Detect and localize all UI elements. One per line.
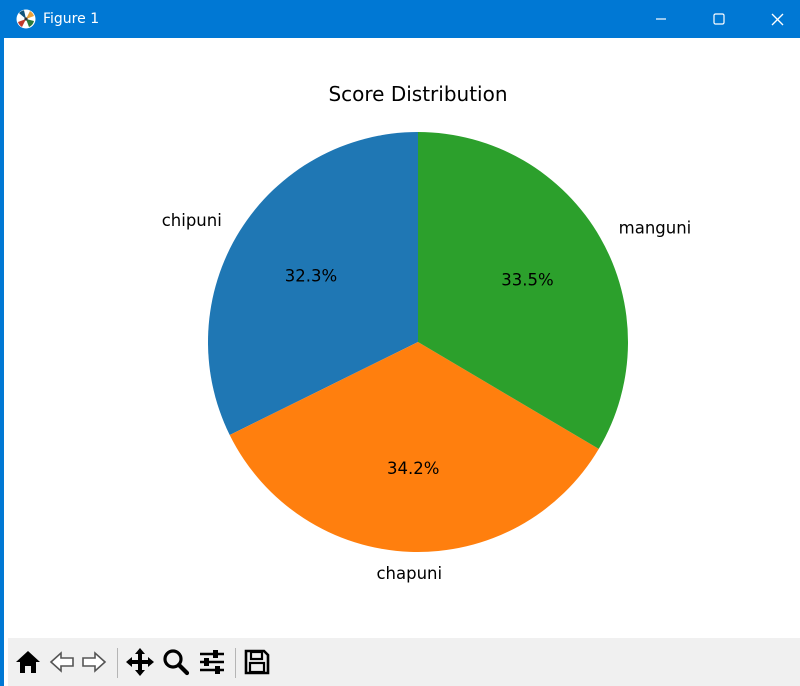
pie-chart: Score Distribution chipuni 32.3% chapuni 34… (162, 82, 692, 583)
slice-label-manguni: manguni (619, 219, 692, 238)
zoom-icon (163, 649, 190, 676)
chart-title: Score Distribution (328, 82, 507, 106)
save-icon (244, 649, 270, 675)
home-button[interactable] (12, 646, 44, 678)
pie-slice-chipuni (207, 132, 418, 435)
percent-label-chapuni: 34.2% (387, 459, 439, 478)
maximize-button[interactable] (690, 0, 748, 38)
pie-slice-manguni (418, 132, 628, 449)
close-icon (771, 13, 783, 25)
percent-label-manguni: 33.5% (501, 271, 553, 290)
forward-arrow-icon (82, 651, 107, 673)
navigation-toolbar (8, 638, 800, 686)
window-title: Figure 1 (43, 11, 100, 27)
toolbar-separator (117, 648, 118, 678)
forward-button[interactable] (78, 646, 110, 678)
toolbar-separator (235, 648, 236, 678)
minimize-button[interactable] (632, 0, 690, 38)
pan-button[interactable] (124, 646, 156, 678)
back-arrow-icon (49, 651, 74, 673)
zoom-button[interactable] (160, 646, 192, 678)
back-button[interactable] (46, 646, 78, 678)
configure-subplots-icon (200, 650, 224, 674)
slice-label-chipuni: chipuni (162, 211, 222, 230)
configure-subplots-button[interactable] (196, 646, 228, 678)
maximize-icon (713, 13, 725, 25)
pan-icon (126, 648, 154, 676)
plot-area: Score Distribution chipuni 32.3% chapuni 34… (8, 38, 800, 638)
minimize-icon (656, 18, 666, 20)
percent-label-chipuni: 32.3% (285, 266, 337, 285)
close-button[interactable] (748, 0, 800, 38)
title-bar[interactable]: Figure 1 (4, 0, 800, 38)
slice-label-chapuni: chapuni (376, 564, 442, 583)
matplotlib-logo-icon (16, 9, 36, 29)
pie-slice-chapuni (229, 342, 599, 552)
save-button[interactable] (241, 646, 273, 678)
home-icon (16, 651, 40, 673)
